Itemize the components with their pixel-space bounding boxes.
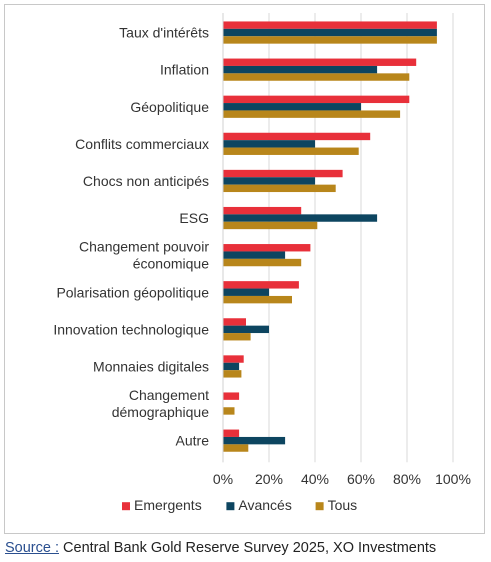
bar-4-2 — [223, 184, 336, 193]
x-tick-label-2: 40% — [301, 471, 329, 487]
bar-7-0 — [223, 281, 299, 289]
legend-label-2: Tous — [328, 497, 358, 513]
source-text: Central Bank Gold Reserve Survey 2025, X… — [59, 540, 437, 556]
bar-10-2 — [223, 407, 235, 415]
chart-frame: Taux d'intérêts Inflation Géopolitique Conf… — [4, 4, 485, 534]
bar-11-2 — [223, 444, 249, 452]
category-label-6-0: Changement pouvoir — [79, 239, 209, 255]
bar-8-0 — [223, 318, 246, 326]
bar-1-0 — [223, 58, 417, 66]
x-tick-label-4: 80% — [393, 471, 421, 487]
category-label-1: Inflation — [160, 62, 209, 78]
category-label-2: Géopolitique — [130, 99, 209, 115]
source-label: Source : — [5, 540, 59, 556]
bar-7-1 — [223, 288, 269, 296]
bar-3-0 — [223, 132, 371, 141]
bar-5-1 — [223, 214, 378, 222]
bar-2-2 — [223, 110, 401, 118]
category-label-10-1: démographique — [112, 404, 210, 420]
legend-swatch-2 — [315, 502, 324, 511]
bar-1-1 — [223, 65, 378, 74]
legend-label-1: Avancés — [238, 497, 291, 513]
category-label-0: Taux d'intérêts — [119, 25, 209, 41]
bar-10-0 — [223, 392, 240, 400]
category-label-9: Monnaies digitales — [93, 358, 209, 374]
legend-swatch-1 — [226, 502, 235, 511]
legend-label-0: Emergents — [134, 497, 202, 513]
bar-2-0 — [223, 95, 410, 104]
category-label-8: Innovation technologique — [53, 321, 209, 337]
category-label-10-0: Changement — [129, 387, 209, 403]
x-tick-label-0: 0% — [213, 471, 233, 487]
x-tick-label-5: 100% — [435, 471, 471, 487]
bar-9-2 — [223, 370, 242, 378]
legend-swatch-0 — [122, 502, 130, 511]
category-label-7: Polarisation géopolitique — [56, 284, 209, 300]
bar-1-2 — [223, 73, 410, 81]
bar-3-1 — [223, 140, 315, 148]
category-label-5: ESG — [179, 210, 209, 226]
bar-4-1 — [223, 177, 315, 185]
bar-7-2 — [223, 295, 292, 304]
bar-8-1 — [223, 325, 269, 334]
bar-6-0 — [223, 244, 311, 252]
bar-2-1 — [223, 103, 361, 111]
category-label-6-1: économique — [133, 256, 209, 272]
bar-6-2 — [223, 258, 302, 267]
bar-3-2 — [223, 147, 359, 155]
category-label-3: Conflits commerciaux — [75, 136, 209, 152]
bar-0-0 — [223, 21, 437, 29]
bar-9-0 — [223, 355, 244, 363]
x-tick-label-1: 20% — [255, 471, 283, 487]
bar-chart: Taux d'intérêts Inflation Géopolitique Conf… — [53, 13, 471, 513]
category-label-4: Chocs non anticipés — [83, 173, 209, 189]
x-tick-label-3: 60% — [347, 471, 375, 487]
bar-11-0 — [223, 429, 240, 437]
bar-9-1 — [223, 362, 240, 371]
bar-6-1 — [223, 251, 286, 259]
bar-8-2 — [223, 333, 251, 341]
bar-5-0 — [223, 206, 302, 215]
category-label-11: Autre — [176, 433, 210, 449]
bar-0-1 — [223, 28, 437, 37]
bar-11-1 — [223, 436, 286, 445]
source-note: Source : Central Bank Gold Reserve Surve… — [5, 540, 436, 556]
bar-5-2 — [223, 221, 318, 230]
bar-0-2 — [223, 36, 437, 44]
bar-4-0 — [223, 169, 343, 178]
